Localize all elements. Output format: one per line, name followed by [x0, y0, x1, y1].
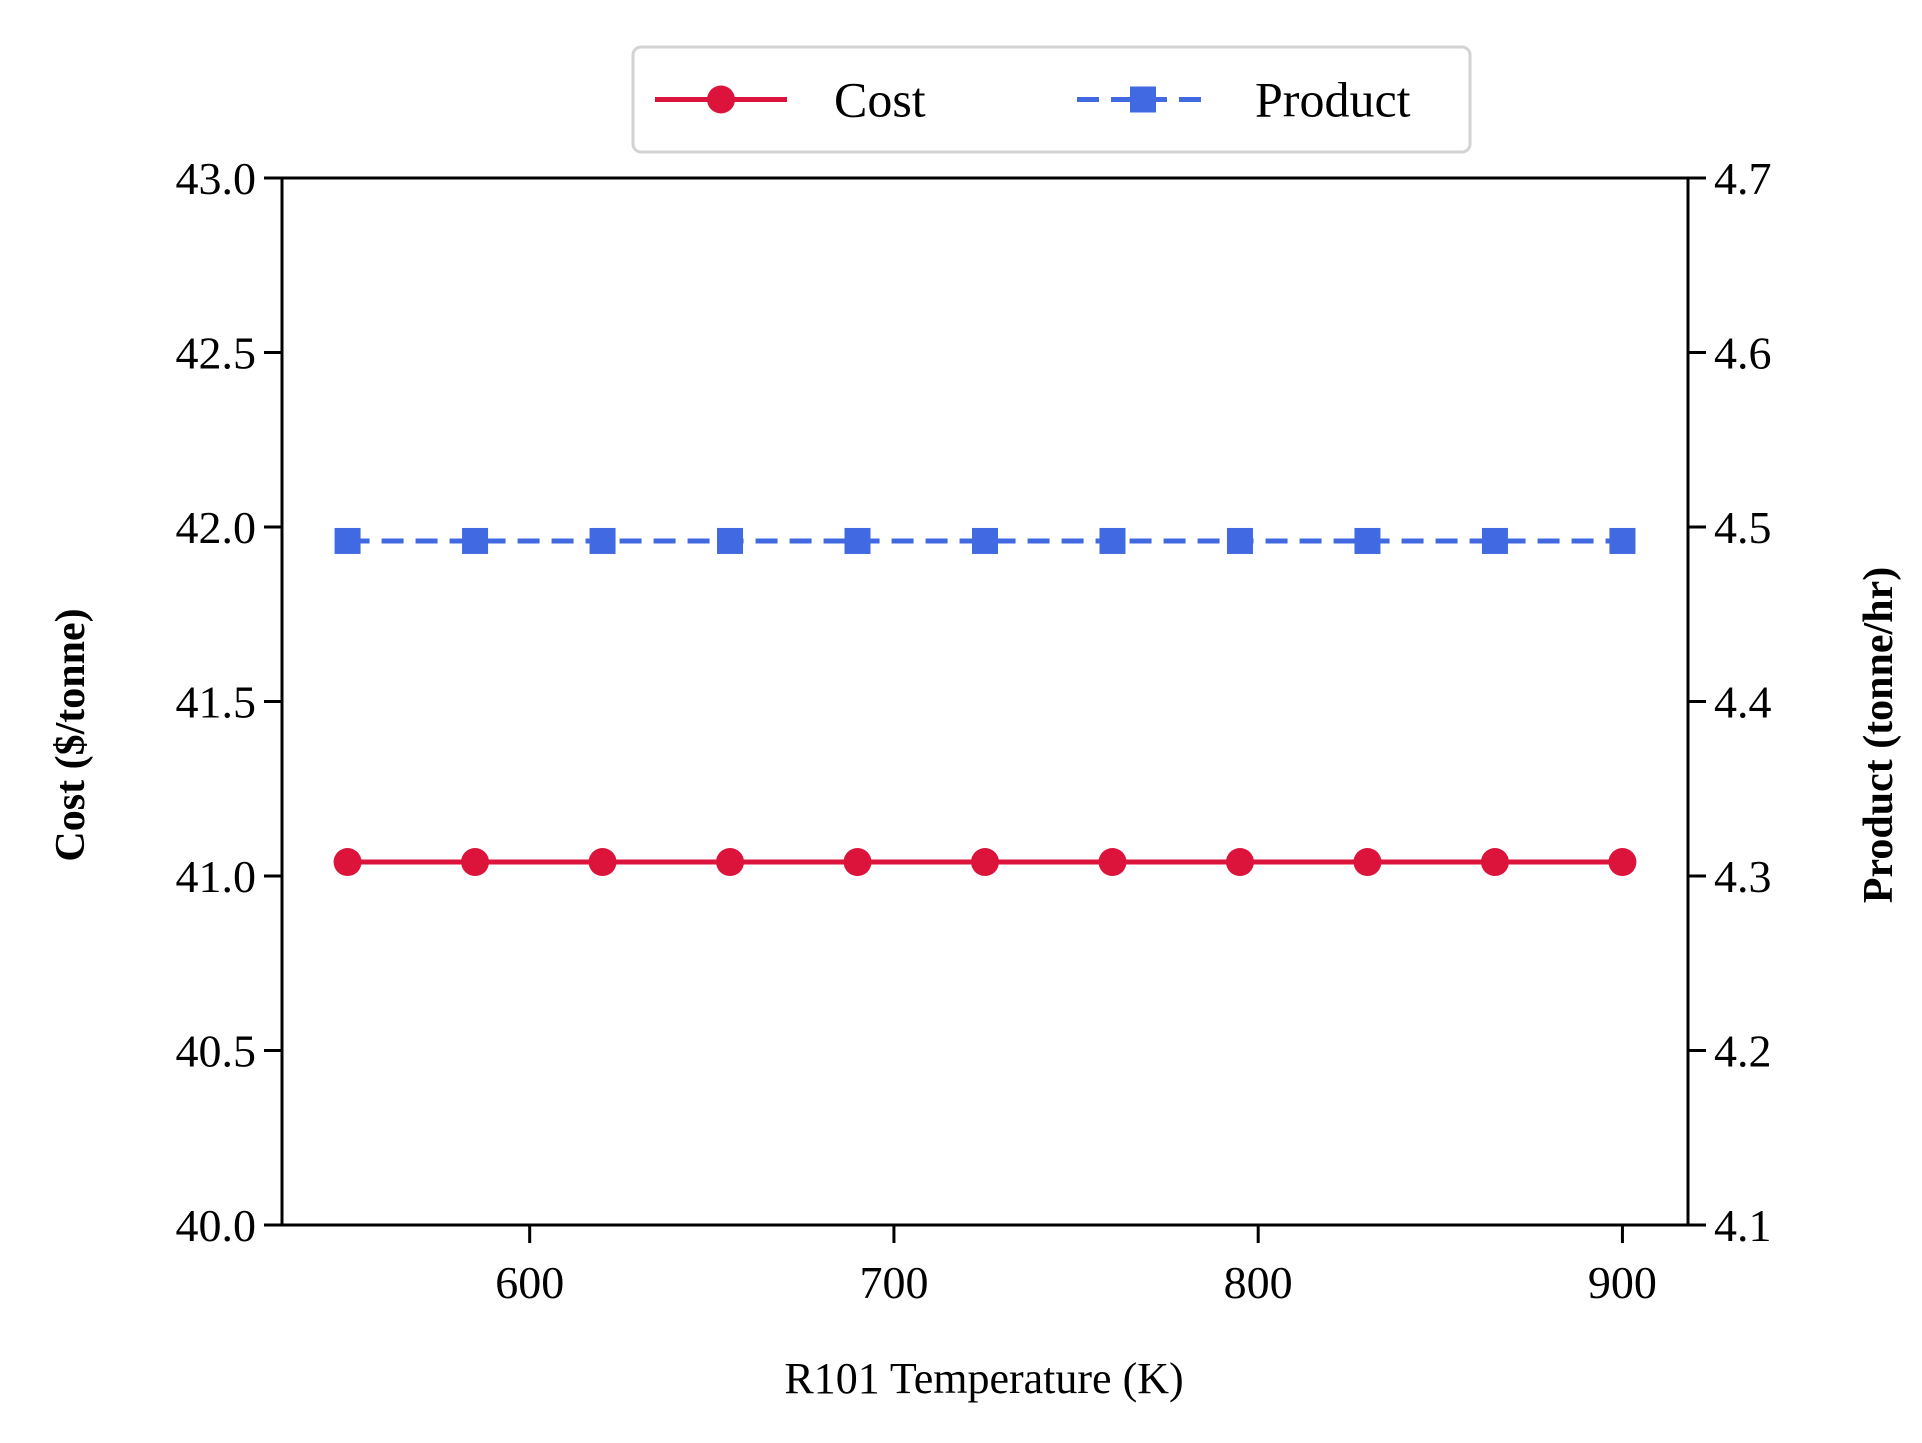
y-tick-label: 40.5: [176, 1026, 257, 1077]
data-point-cost: [1098, 848, 1127, 877]
data-point-product: [334, 527, 361, 554]
y-tick-label: 40.0: [176, 1200, 257, 1251]
x-tick-label: 800: [1224, 1257, 1293, 1308]
x-axis-title: R101 Temperature (K): [784, 1354, 1183, 1403]
legend-marker-product: [1130, 86, 1156, 113]
series-product: [334, 527, 1636, 554]
x-tick-label: 700: [859, 1257, 928, 1308]
data-point-cost: [1480, 848, 1509, 877]
data-point-product: [1099, 527, 1126, 554]
y-tick-label: 43.0: [176, 153, 257, 204]
series-cost: [333, 848, 1637, 877]
y2-tick-label: 4.3: [1714, 851, 1772, 902]
x-tick-label: 600: [495, 1257, 564, 1308]
data-point-cost: [971, 848, 999, 877]
plot-frame: [280, 176, 1690, 1227]
data-point-product: [972, 527, 998, 554]
data-point-cost: [716, 848, 745, 877]
legend-entry-cost: Cost: [655, 72, 926, 128]
y2-tick-label: 4.7: [1714, 153, 1772, 204]
data-point-cost: [461, 848, 490, 877]
y-tick-label: 42.5: [176, 328, 257, 379]
y-tick-label: 42.0: [176, 502, 257, 553]
y-tick-label: 41.5: [176, 677, 257, 728]
y2-axis-title: Product (tonne/hr): [1856, 567, 1902, 903]
data-point-cost: [588, 848, 617, 877]
data-point-product: [1481, 527, 1508, 554]
y2-tick-label: 4.6: [1714, 328, 1772, 379]
data-point-cost: [1608, 848, 1637, 877]
series-layer: [333, 527, 1637, 877]
data-point-product: [462, 527, 489, 554]
legend-box: [631, 45, 1472, 154]
data-point-cost: [843, 848, 872, 877]
data-point-cost: [333, 848, 362, 877]
y-tick-label: 41.0: [176, 851, 257, 902]
legend: Cost Product: [631, 45, 1472, 154]
y2-tick-label: 4.1: [1714, 1200, 1772, 1251]
y2-tick-label: 4.4: [1714, 677, 1772, 728]
y2-tick-label: 4.5: [1714, 502, 1772, 553]
data-point-product: [844, 527, 871, 554]
axes-layer: 600 700 800 900 40.0 40.5 41.0 41.5 42.0 42.5 43.0…: [176, 153, 1772, 1308]
data-point-product: [1609, 527, 1636, 554]
data-point-product: [1226, 527, 1253, 554]
y2-tick-label: 4.2: [1714, 1026, 1772, 1077]
data-point-product: [589, 527, 616, 554]
legend-entry-product: Product: [1077, 72, 1411, 128]
legend-label-product: Product: [1255, 72, 1411, 128]
data-point-cost: [1225, 848, 1254, 877]
y-axis-title: Cost ($/tonne): [48, 608, 94, 861]
data-point-product: [717, 527, 744, 554]
data-point-product: [1354, 527, 1381, 554]
legend-marker-cost: [707, 85, 735, 114]
data-point-cost: [1353, 848, 1382, 877]
legend-label-cost: Cost: [834, 72, 926, 128]
x-tick-label: 900: [1588, 1257, 1657, 1308]
